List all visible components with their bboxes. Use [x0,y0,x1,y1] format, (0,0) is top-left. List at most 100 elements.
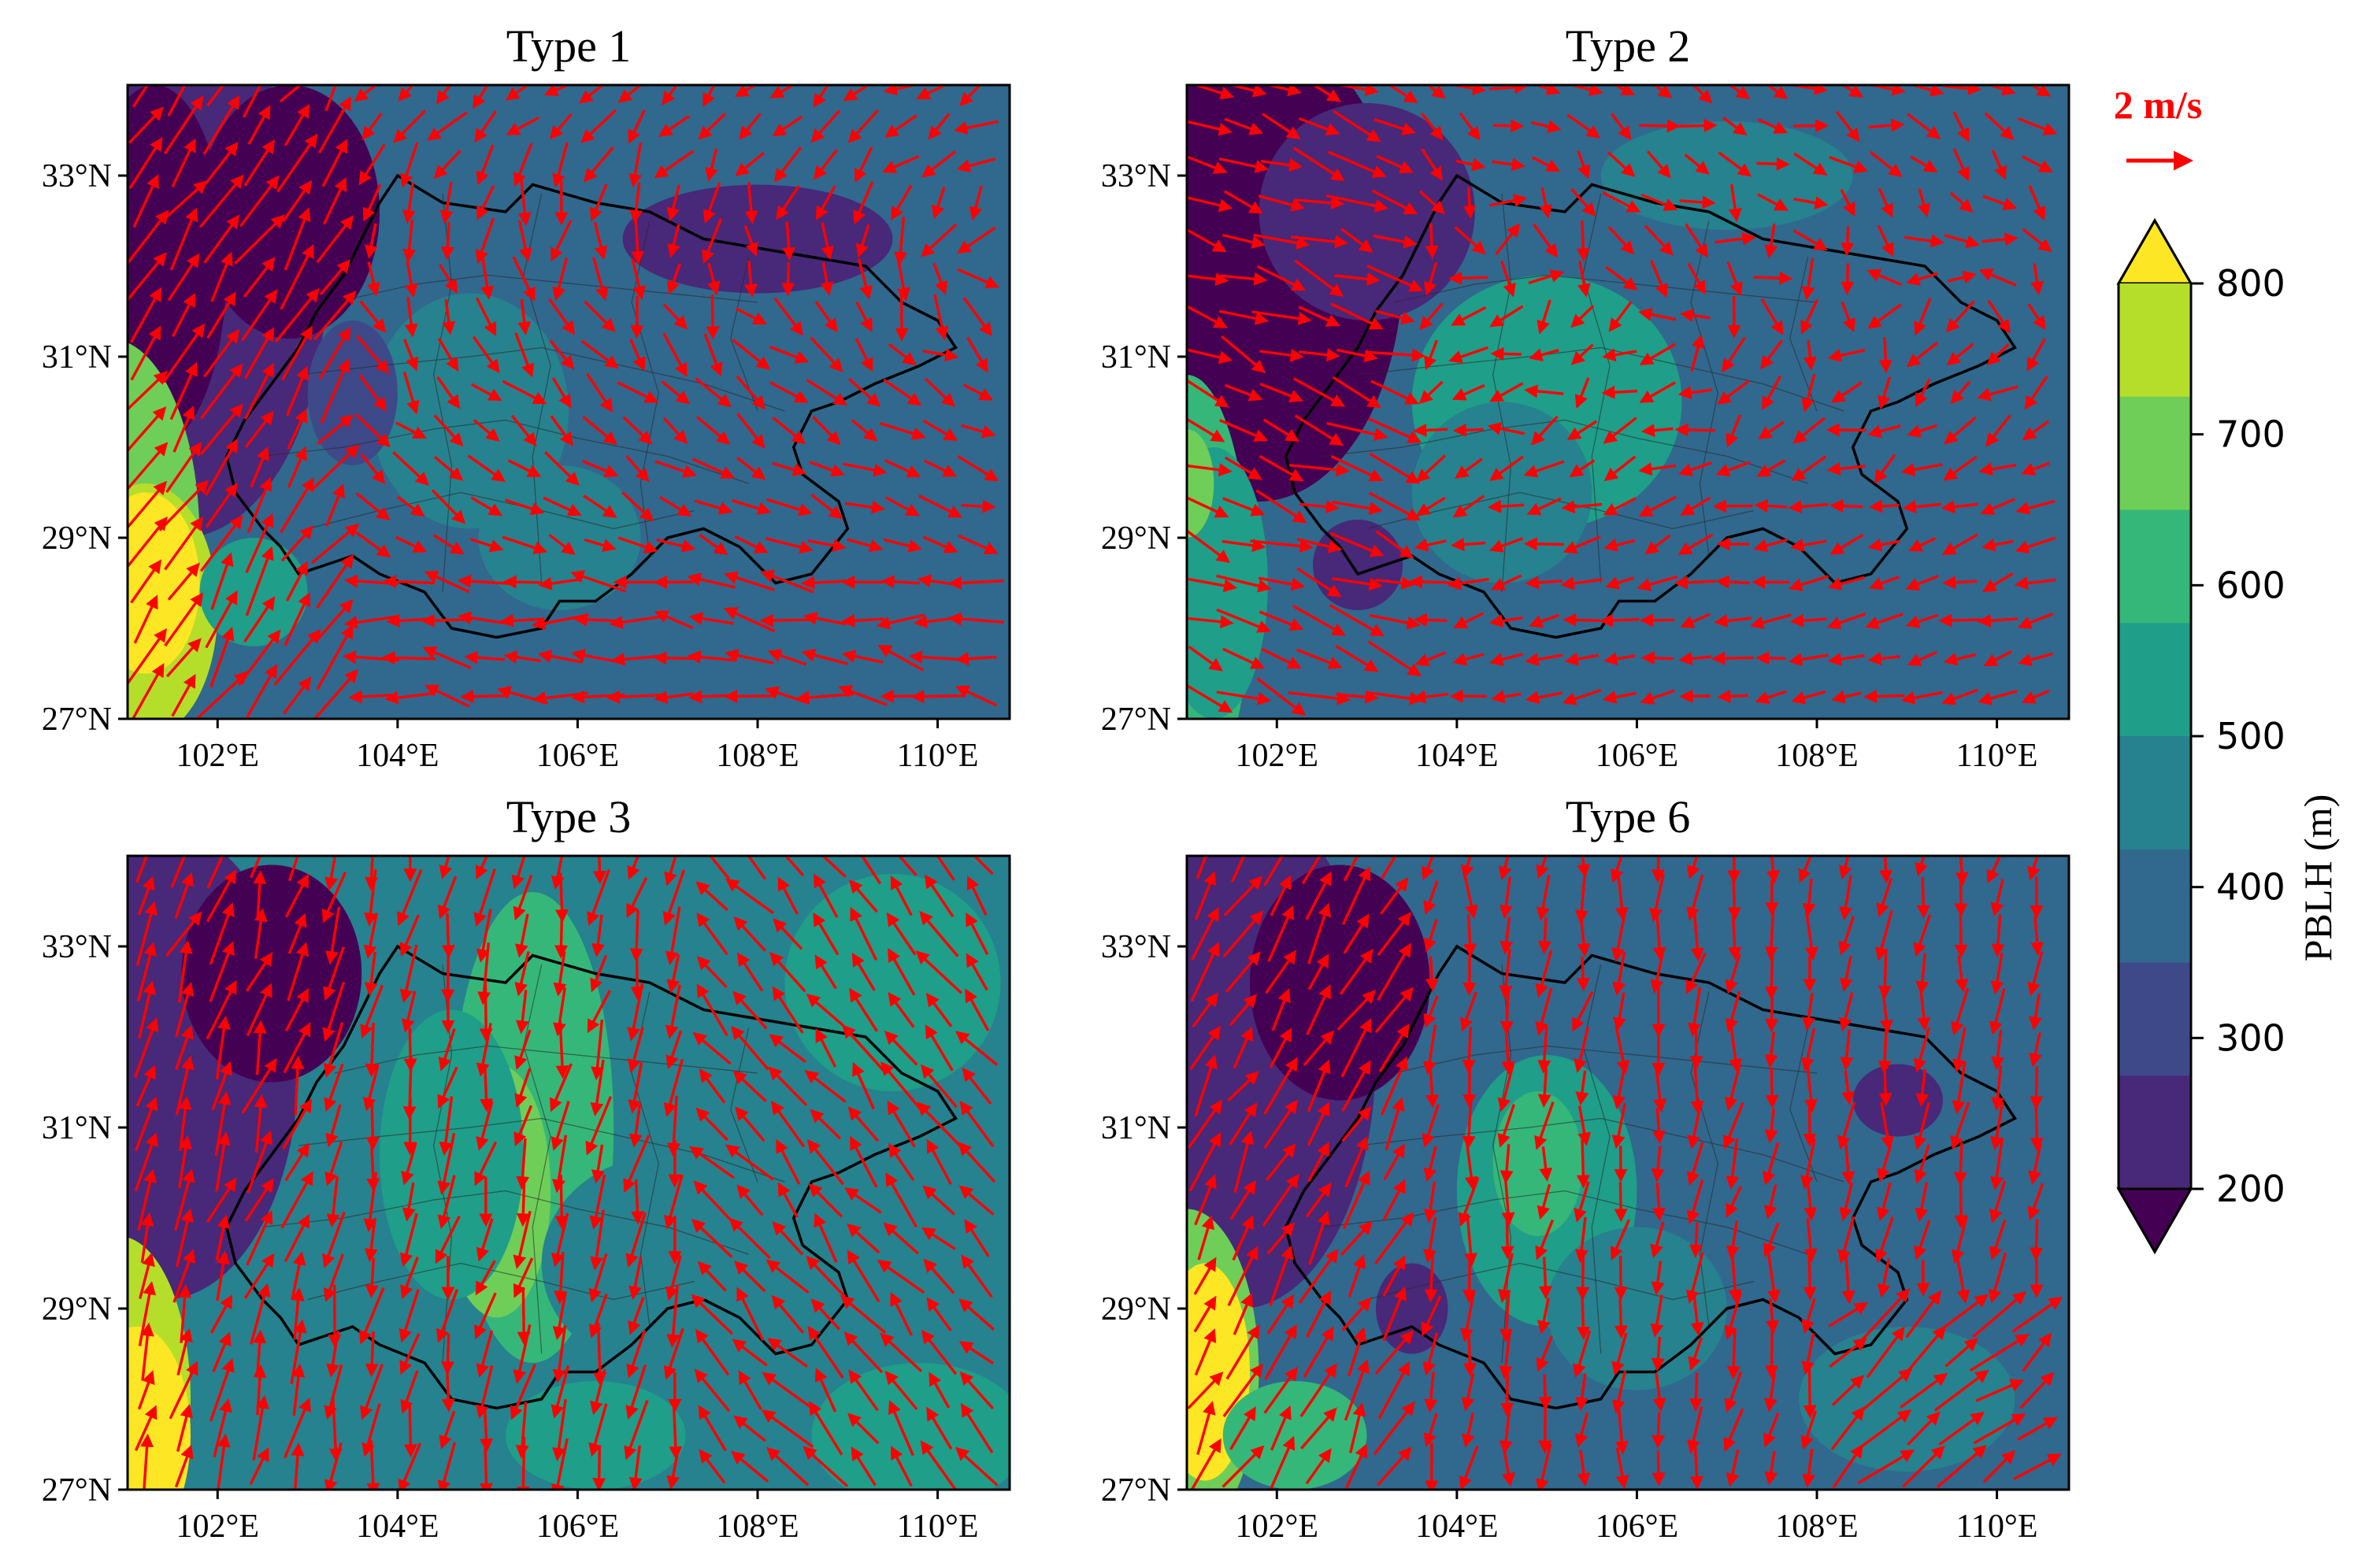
wind-arrow [1255,489,1307,524]
wind-arrow [1560,576,1603,591]
wind-arrow [469,538,504,553]
wind-arrow [395,535,428,553]
wind-arrow [212,1331,232,1372]
wind-arrow [1259,610,1304,631]
wind-arrow [969,185,983,221]
wind-arrow [1758,420,1785,439]
pblh-contour [128,492,200,674]
lat-tick-label: 31°N [42,339,112,376]
wind-arrow [1639,119,1681,133]
county-boundary [1492,193,1512,593]
wind-arrow [1538,1406,1552,1454]
lon-tick-label: 108°E [1775,738,1858,774]
wind-arrow [1943,652,1976,666]
wind-arrow [2018,652,2053,667]
wind-arrow [381,650,436,665]
wind-arrow [316,554,354,609]
wind-arrow [1906,341,1939,368]
wind-arrow [322,177,347,225]
wind-arrow [584,300,616,332]
county-boundary [334,274,758,303]
wind-arrow [843,1331,884,1374]
pblh-contour [811,1363,1010,1490]
wind-arrow [586,372,614,413]
wind-arrow [2017,612,2054,629]
wind-arrow [551,220,573,262]
wind-arrow [2029,85,2052,97]
wind-arrow [1222,233,1266,249]
wind-arrow [1489,455,1524,481]
wind-arrow [1652,1450,1666,1487]
wind-arrow [402,182,416,224]
wind-arrow [1765,1067,1779,1109]
wind-arrow [1756,459,1786,477]
wind-arrow [1454,226,1486,255]
lon-tick-label: 108°E [716,1509,799,1545]
wind-arrow [436,85,452,105]
wind-arrow [1690,334,1705,372]
wind-arrow [1292,377,1346,407]
wind-arrow [167,562,200,601]
wind-arrow [176,1327,193,1376]
wind-arrow [1525,653,1563,666]
wind-arrow [1375,576,1415,590]
wind-arrow [165,638,202,678]
wind-arrow [199,514,243,572]
wind-arrow [1216,690,1272,705]
wind-arrow [1788,575,1829,591]
wind-arrow [1250,539,1314,554]
wind-arrow [592,1445,606,1490]
wind-arrow [167,253,200,302]
lon-tick-label: 104°E [356,738,439,774]
wind-arrow [1689,1030,1703,1070]
wind-arrow [160,180,208,223]
wind-arrow [1614,1182,1628,1223]
wind-arrow [958,1341,995,1365]
wind-arrow [1331,500,1383,516]
wind-arrow [590,183,608,222]
wind-arrow [2030,263,2044,295]
wind-arrow [1326,421,1388,441]
wind-arrow [1760,298,1784,335]
wind-arrow [766,498,813,516]
wind-arrow [1488,85,1529,94]
wind-arrow [957,226,996,254]
wind-arrow [1826,612,1867,630]
wind-arrow [172,405,195,453]
wind-arrow [1952,111,1970,143]
wind-arrow [1831,690,1862,704]
wind-arrow [1294,414,1344,446]
wind-arrow [1374,309,1415,325]
wind-arrow [2026,338,2046,372]
wind-arrow [1715,231,1756,246]
wind-arrow [439,264,458,294]
wind-arrow [1947,270,1977,284]
wind-arrow [1603,652,1636,666]
colorbar-tick-label: 200 [2216,1168,2285,1210]
wind-arrow [2028,184,2046,221]
wind-arrow [1646,150,1671,179]
wind-arrow [1222,539,1266,553]
wind-arrow [895,293,909,342]
wind-arrow [1762,375,1782,411]
wind-arrow [1539,187,1553,219]
wind-arrow [890,184,913,221]
wind-arrow [1652,85,1673,98]
wind-arrow [1455,457,1483,479]
wind-arrow [1605,265,1638,291]
wind-arrow [628,1297,645,1335]
wind-arrow [276,133,318,193]
wind-arrow [1603,539,1636,552]
wind-arrow [1369,613,1421,630]
wind-arrow [815,185,836,220]
lon-tick-label: 110°E [897,1509,979,1545]
wind-arrow [653,651,695,665]
wind-arrow [1340,228,1374,253]
wind-arrow [517,220,532,262]
county-boundary [523,964,551,1354]
wind-arrow [1224,456,1262,480]
wind-arrow [1944,233,1980,249]
wind-arrow [933,294,949,341]
wind-arrow [762,1372,814,1410]
lat-tick-label: 31°N [1101,339,1171,376]
